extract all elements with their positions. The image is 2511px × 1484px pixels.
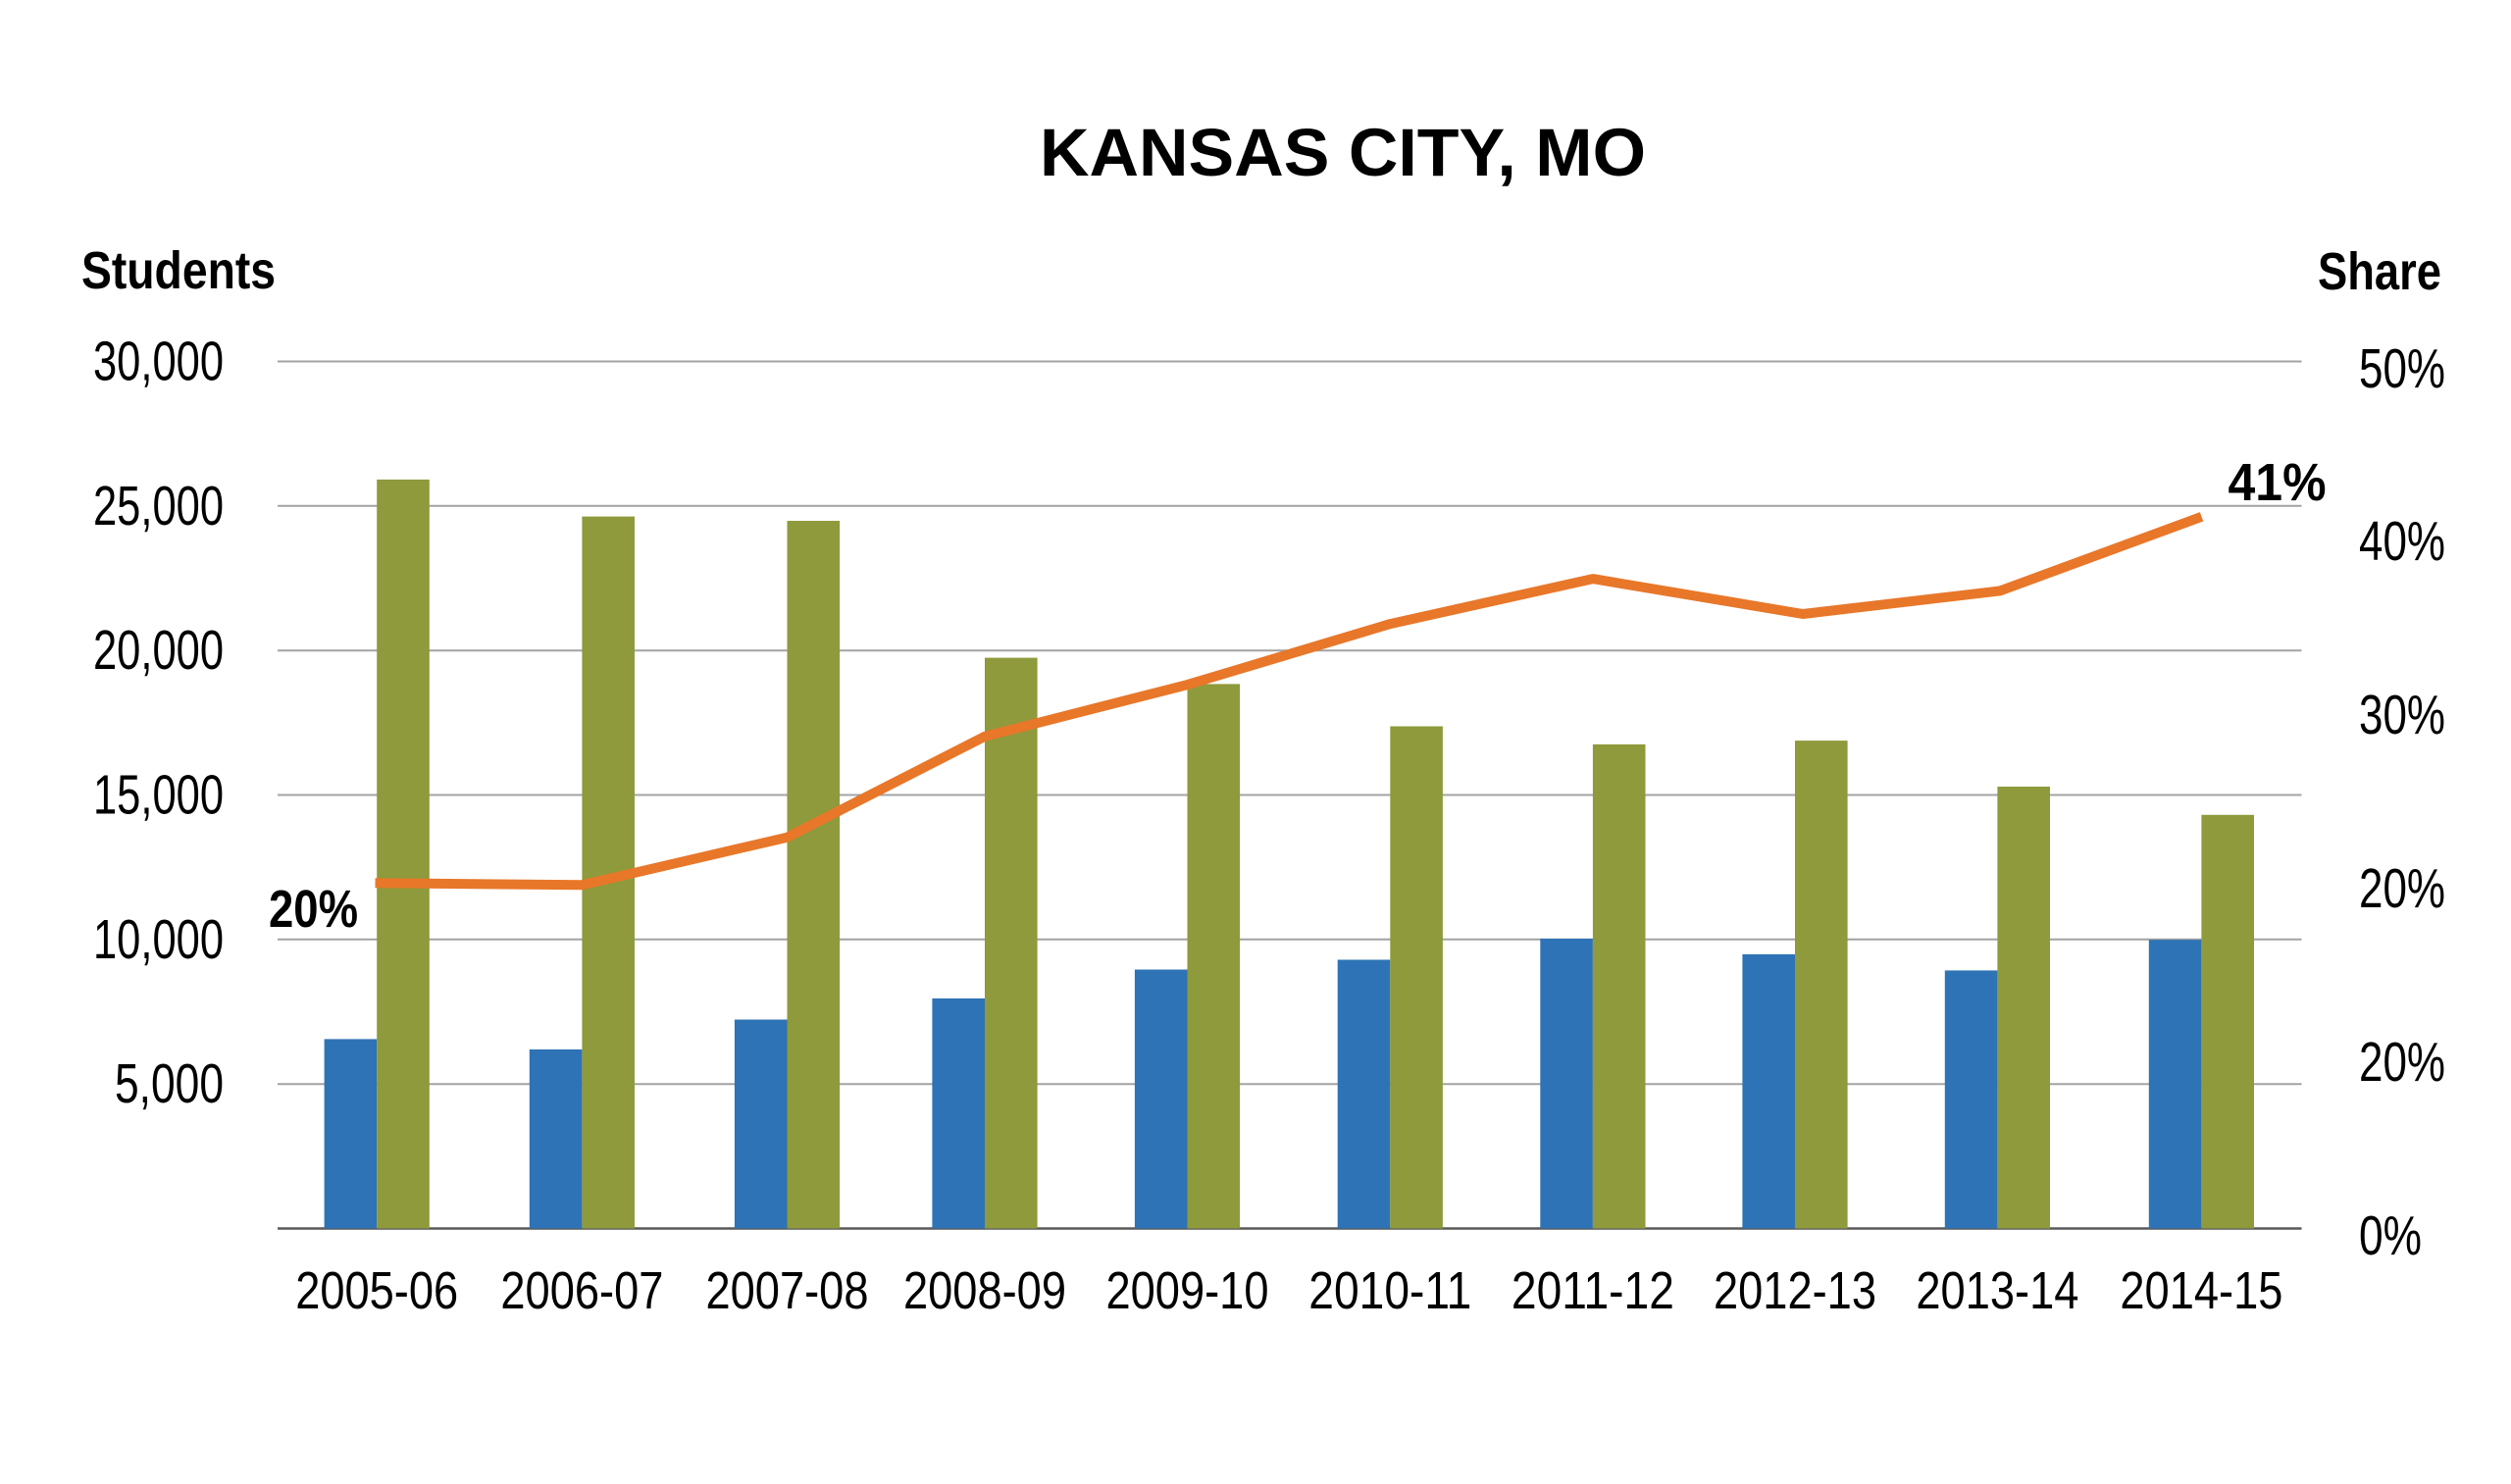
svg-text:2011-12: 2011-12 [1512,1261,1674,1320]
svg-text:20%: 20% [2359,857,2445,920]
svg-text:Share: Share [2318,242,2441,301]
svg-text:50%: 50% [2359,337,2445,400]
svg-text:0%: 0% [2359,1204,2422,1267]
svg-text:Students: Students [81,241,276,300]
svg-text:30,000: 30,000 [93,331,224,393]
svg-text:41%: 41% [2229,453,2327,512]
svg-text:15,000: 15,000 [93,764,224,827]
svg-text:2008-09: 2008-09 [903,1261,1066,1320]
svg-text:30%: 30% [2359,684,2445,746]
svg-text:40%: 40% [2359,510,2445,573]
svg-text:2009-10: 2009-10 [1106,1261,1269,1320]
svg-text:20%: 20% [269,880,358,939]
svg-text:10,000: 10,000 [93,908,224,971]
svg-text:2006-07: 2006-07 [500,1261,663,1320]
svg-text:20%: 20% [2359,1031,2445,1094]
svg-text:KANSAS CITY, MO: KANSAS CITY, MO [1040,115,1646,190]
svg-text:2005-06: 2005-06 [295,1261,458,1320]
svg-text:5,000: 5,000 [115,1052,224,1115]
svg-text:20,000: 20,000 [93,619,224,682]
svg-text:2014-15: 2014-15 [2120,1261,2282,1320]
svg-text:2010-11: 2010-11 [1308,1261,1471,1320]
svg-text:2013-14: 2013-14 [1916,1261,2078,1320]
svg-text:2007-08: 2007-08 [706,1261,869,1320]
svg-text:2012-13: 2012-13 [1714,1261,1876,1320]
svg-text:25,000: 25,000 [93,475,224,537]
